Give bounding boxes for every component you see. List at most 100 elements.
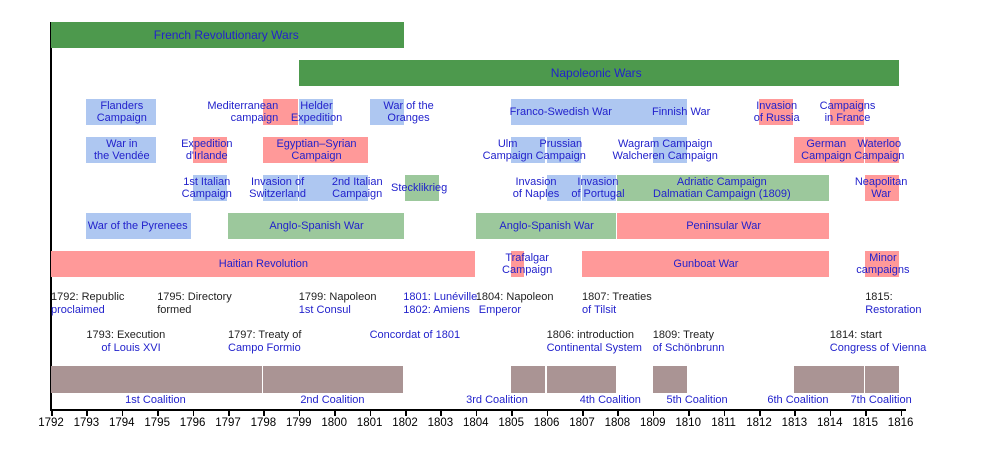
coalition-bar-3rd-coalition[interactable] — [511, 366, 546, 393]
label-german-campaign[interactable]: German Campaign — [801, 137, 852, 163]
bar-prussian-campaign[interactable] — [546, 137, 581, 163]
annotation-link[interactable]: Campo Formio — [228, 342, 301, 354]
label-ulm-campaign[interactable]: Ulm Campaign — [482, 137, 533, 163]
label-1st-italian-campaign[interactable]: 1st Italian Campaign — [181, 175, 232, 201]
bar-invasion-of-russia[interactable] — [759, 99, 794, 125]
annotation-link[interactable]: 1802: Amiens — [403, 304, 470, 316]
bar-neapolitan-war[interactable] — [865, 175, 900, 201]
bar-2nd-italian-campaign[interactable] — [298, 175, 369, 201]
label-haitian-revolution[interactable]: Haitian Revolution — [218, 257, 309, 270]
bar-war-in-the-vendee[interactable] — [86, 137, 156, 163]
coalition-label-5th-coalition[interactable]: 5th Coalition — [666, 394, 728, 406]
bar-ulm-campaign[interactable] — [511, 137, 546, 163]
label-neapolitan-war[interactable]: Neapolitan War — [854, 175, 908, 201]
label-finnish-war[interactable]: Finnish War — [651, 105, 711, 118]
bar-war-of-the-oranges[interactable] — [369, 99, 404, 125]
label-campaigns-in-france[interactable]: Campaigns in France — [819, 99, 876, 125]
annotation-text: 1809: Treaty — [652, 329, 714, 341]
annotation-link[interactable]: of Tilsit — [582, 304, 617, 316]
annotation-link[interactable]: Congress of Vienna — [829, 342, 927, 354]
coalition-bar-4th-coalition[interactable] — [546, 366, 616, 393]
bar-invasion-of-switzerland[interactable] — [263, 175, 298, 201]
label-peninsular-war[interactable]: Peninsular War — [686, 219, 761, 232]
axis-year-label-1806: 1806 — [533, 417, 560, 429]
label-adriatic-dalmatian-campaign[interactable]: Adriatic Campaign Dalmatian Campaign (180… — [653, 175, 791, 201]
label-invasion-of-naples[interactable]: Invasion of Naples — [512, 175, 560, 201]
label-napoleonic-wars[interactable]: Napoleonic Wars — [550, 65, 642, 80]
label-invasion-of-portugal[interactable]: Invasion of Portugal — [571, 175, 625, 201]
label-expedition-d-irlande[interactable]: Expedition d'Irlande — [181, 137, 233, 163]
label-trafalgar-campaign[interactable]: Trafalgar Campaign — [502, 251, 553, 277]
label-war-of-the-pyrenees[interactable]: War of the Pyrenees — [87, 219, 188, 232]
annotation-link[interactable]: Continental System — [546, 342, 642, 354]
bar-franco-swedish-war[interactable] — [511, 99, 687, 125]
annotation-link[interactable]: proclaimed — [51, 304, 105, 316]
label-egyptian-syrian-campaign[interactable]: Egyptian–Syrian Campaign — [276, 137, 357, 163]
label-invasion-of-switzerland[interactable]: Invasion of Switzerland — [249, 175, 306, 201]
bar-napoleonic-wars[interactable] — [298, 60, 900, 86]
annotation-link[interactable]: 1st Consul — [298, 304, 351, 316]
bar-helder-expedition[interactable] — [298, 99, 333, 125]
bar-war-of-the-pyrenees[interactable] — [86, 213, 192, 239]
bar-invasion-of-portugal[interactable] — [582, 175, 617, 201]
annotation-link[interactable]: of Schönbrunn — [652, 342, 725, 354]
axis-year-label-1799: 1799 — [286, 417, 312, 429]
label-waterloo-campaign[interactable]: Waterloo Campaign — [854, 137, 905, 163]
coalition-bar-2nd-coalition[interactable] — [263, 366, 404, 393]
label-franco-swedish-war[interactable]: Franco-Swedish War — [509, 105, 612, 118]
bar-anglo-spanish-war-2[interactable] — [475, 213, 617, 239]
bar-trafalgar-campaign[interactable] — [511, 251, 525, 277]
label-2nd-italian-campaign[interactable]: 2nd Italian Campaign — [331, 175, 383, 201]
label-gunboat-war[interactable]: Gunboat War — [673, 257, 739, 270]
label-prussian-campaign[interactable]: Prussian Campaign — [535, 137, 586, 163]
label-anglo-spanish-war-2[interactable]: Anglo-Spanish War — [499, 219, 594, 232]
bar-expedition-d-irlande[interactable] — [192, 137, 227, 163]
coalition-bar-5th-coalition[interactable] — [652, 366, 687, 393]
bar-waterloo-campaign[interactable] — [865, 137, 900, 163]
coalition-bar-7th-coalition[interactable] — [865, 366, 900, 393]
annotation-link[interactable]: Concordat of 1801 — [369, 329, 461, 341]
annotation-link[interactable]: of Louis XVI — [101, 342, 161, 354]
coalition-label-6th-coalition[interactable]: 6th Coalition — [767, 394, 829, 406]
bar-peninsular-war[interactable] — [617, 213, 829, 239]
bar-french-revolutionary-wars[interactable] — [51, 22, 404, 48]
bar-egyptian-syrian-campaign[interactable] — [263, 137, 369, 163]
annotation-text: 1804: Napoleon — [475, 291, 554, 303]
bar-german-campaign[interactable] — [794, 137, 864, 163]
label-wagram-walcheren-campaign[interactable]: Wagram Campaign Walcheren Campaign — [612, 137, 718, 163]
label-anglo-spanish-war-1[interactable]: Anglo-Spanish War — [269, 219, 364, 232]
annotation-text: 1793: Execution — [86, 329, 166, 341]
label-stecklikrieg[interactable]: Stecklikrieg — [391, 181, 448, 194]
label-minor-campaigns[interactable]: Minor campaigns — [856, 251, 910, 277]
label-mediterranean-campaign[interactable]: Mediterranean campaign — [207, 99, 279, 125]
coalition-label-4th-coalition[interactable]: 4th Coalition — [579, 394, 641, 406]
bar-gunboat-war[interactable] — [582, 251, 829, 277]
coalition-label-3rd-coalition[interactable]: 3rd Coalition — [466, 394, 528, 406]
annotation-link[interactable]: Emperor — [478, 304, 521, 316]
label-flanders-campaign[interactable]: Flanders Campaign — [96, 99, 147, 125]
label-french-revolutionary-wars[interactable]: French Revolutionary Wars — [153, 27, 299, 42]
label-war-in-the-vendee[interactable]: War in the Vendée — [93, 137, 150, 163]
bar-minor-campaigns[interactable] — [865, 251, 900, 277]
coalition-label-1st-coalition[interactable]: 1st Coalition — [125, 394, 186, 406]
bar-anglo-spanish-war-1[interactable] — [228, 213, 404, 239]
bar-adriatic-dalmatian-campaign[interactable] — [617, 175, 829, 201]
bar-mediterranean-campaign[interactable] — [263, 99, 298, 125]
bar-wagram-walcheren-campaign[interactable] — [652, 137, 687, 163]
bar-campaigns-in-france[interactable] — [829, 99, 864, 125]
label-war-of-the-oranges[interactable]: War of the Oranges — [383, 99, 434, 125]
coalition-label-2nd-coalition[interactable]: 2nd Coalition — [300, 394, 365, 406]
axis-tick-1811 — [723, 410, 726, 416]
bar-haitian-revolution[interactable] — [51, 251, 475, 277]
annotation-link[interactable]: 1801: Lunéville — [403, 291, 478, 303]
bar-invasion-of-naples[interactable] — [546, 175, 581, 201]
coalition-bar-1st-coalition[interactable] — [51, 366, 262, 393]
bar-flanders-campaign[interactable] — [86, 99, 156, 125]
annotation-link[interactable]: Restoration — [865, 304, 922, 316]
coalition-label-7th-coalition[interactable]: 7th Coalition — [850, 394, 912, 406]
bar-stecklikrieg[interactable] — [405, 175, 440, 201]
bar-1st-italian-campaign[interactable] — [192, 175, 227, 201]
label-helder-expedition[interactable]: Helder Expedition — [290, 99, 343, 125]
coalition-bar-6th-coalition[interactable] — [794, 366, 864, 393]
label-invasion-of-russia[interactable]: Invasion of Russia — [753, 99, 800, 125]
